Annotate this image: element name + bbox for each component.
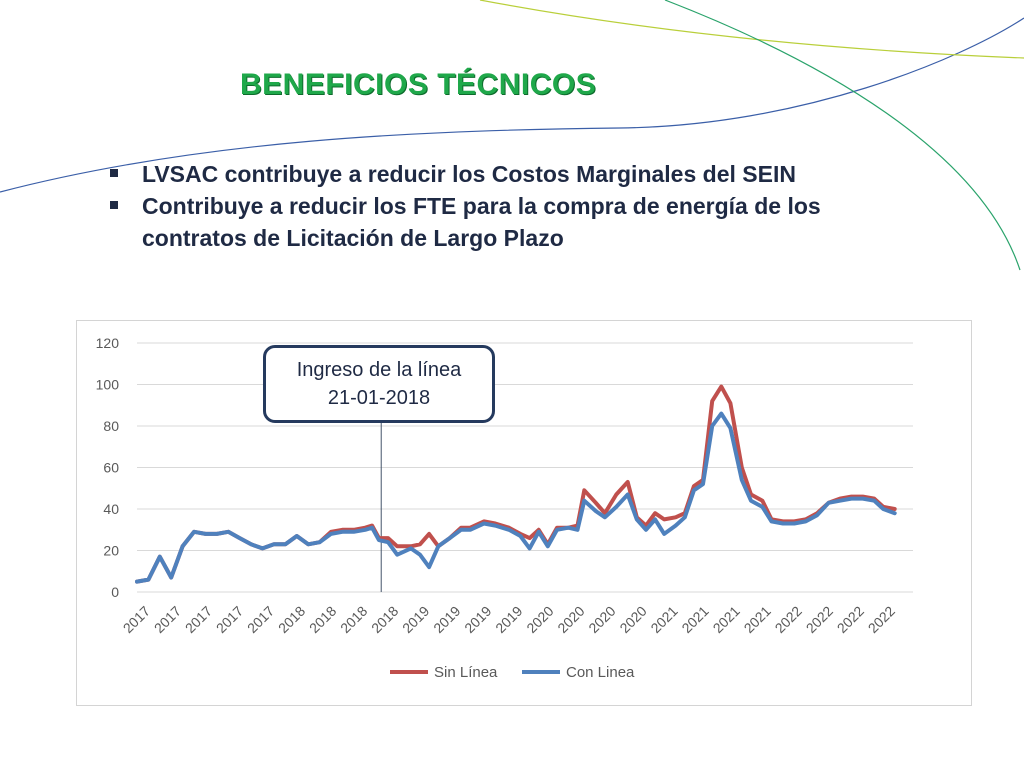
square-bullet-icon bbox=[110, 201, 118, 209]
x-tick-label: 2017 bbox=[244, 603, 277, 636]
x-tick-label: 2021 bbox=[678, 603, 711, 636]
square-bullet-icon bbox=[110, 169, 118, 177]
x-tick-label: 2017 bbox=[151, 603, 184, 636]
x-tick-label: 2019 bbox=[492, 603, 525, 636]
y-tick-label: 120 bbox=[96, 335, 120, 351]
y-tick-label: 60 bbox=[103, 460, 119, 476]
series-line-con-linea bbox=[135, 411, 897, 584]
x-tick-label: 2022 bbox=[803, 603, 836, 636]
legend-label: Sin Línea bbox=[434, 664, 498, 681]
x-tick-label: 2021 bbox=[710, 603, 743, 636]
y-tick-label: 0 bbox=[111, 584, 119, 600]
y-tick-label: 100 bbox=[96, 377, 120, 393]
annotation-line1: Ingreso de la línea bbox=[296, 359, 462, 381]
x-tick-label: 2021 bbox=[647, 603, 680, 636]
x-tick-label: 2020 bbox=[585, 603, 618, 636]
x-tick-label: 2018 bbox=[306, 603, 339, 636]
slide-title: BENEFICIOS TÉCNICOS bbox=[240, 68, 597, 101]
y-tick-label: 80 bbox=[103, 418, 119, 434]
bullet-item: LVSAC contribuye a reducir los Costos Ma… bbox=[108, 158, 908, 190]
x-tick-label: 2019 bbox=[399, 603, 432, 636]
bullet-item: Contribuye a reducir los FTE para la com… bbox=[108, 190, 908, 254]
x-tick-label: 2019 bbox=[430, 603, 463, 636]
series-line-sin-linea bbox=[135, 384, 897, 584]
annotation-callout: Ingreso de la línea 21-01-2018 bbox=[263, 345, 495, 423]
x-tick-label: 2018 bbox=[368, 603, 401, 636]
x-tick-label: 2022 bbox=[865, 603, 898, 636]
annotation-line2: 21-01-2018 bbox=[327, 387, 431, 409]
bullet-text: LVSAC contribuye a reducir los Costos Ma… bbox=[142, 161, 796, 187]
x-tick-label: 2020 bbox=[554, 603, 587, 636]
line-chart: 0204060801001202017201720172017201720182… bbox=[96, 335, 913, 681]
chart-container: 0 20 40 60 80 100 120 2017 2017 2017 2017 2017 2018 2… bbox=[76, 320, 972, 706]
legend-label: Con Linea bbox=[566, 664, 635, 681]
bullet-list: LVSAC contribuye a reducir los Costos Ma… bbox=[108, 158, 908, 254]
bullet-text: Contribuye a reducir los FTE para la com… bbox=[142, 193, 821, 251]
x-tick-label: 2017 bbox=[182, 603, 215, 636]
x-tick-label: 2020 bbox=[616, 603, 649, 636]
x-tick-label: 2022 bbox=[834, 603, 867, 636]
x-tick-label: 2021 bbox=[741, 603, 774, 636]
y-tick-label: 20 bbox=[103, 543, 119, 559]
x-tick-label: 2020 bbox=[523, 603, 556, 636]
x-tick-label: 2017 bbox=[213, 603, 246, 636]
x-tick-label: 2019 bbox=[461, 603, 494, 636]
x-tick-label: 2018 bbox=[337, 603, 370, 636]
x-tick-label: 2022 bbox=[772, 603, 805, 636]
x-tick-label: 2018 bbox=[275, 603, 308, 636]
y-tick-label: 40 bbox=[103, 501, 119, 517]
x-tick-label: 2017 bbox=[120, 603, 153, 636]
